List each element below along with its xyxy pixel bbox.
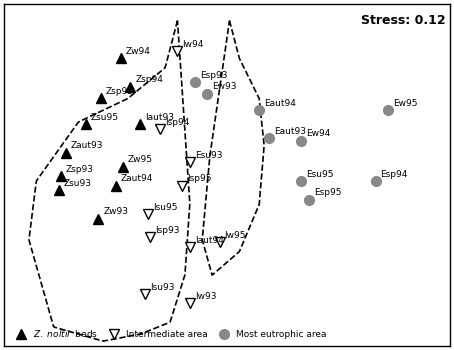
Text: Zsp93: Zsp93 (66, 165, 94, 174)
Text: Iw95: Iw95 (225, 231, 246, 240)
Text: Zw95: Zw95 (128, 155, 153, 164)
Text: Isu93: Isu93 (150, 283, 175, 292)
Text: Esp95: Esp95 (314, 188, 341, 197)
Text: Iw94: Iw94 (183, 40, 204, 49)
Legend: $\it{Z.\ noltii}$  beds, Intermediate area, Most eutrophic area: $\it{Z.\ noltii}$ beds, Intermediate are… (9, 325, 330, 343)
Text: Iw93: Iw93 (195, 292, 216, 301)
Text: Zw93: Zw93 (103, 207, 128, 216)
Text: Ew94: Ew94 (306, 130, 331, 139)
Text: Isp93: Isp93 (155, 226, 180, 235)
Text: Iaut93: Iaut93 (145, 113, 174, 122)
Text: Isp94: Isp94 (165, 118, 189, 127)
Text: Iaut94: Iaut94 (195, 236, 224, 245)
Text: Eaut94: Eaut94 (264, 99, 296, 108)
Text: Isu95: Isu95 (153, 203, 177, 211)
Text: Ew95: Ew95 (393, 99, 417, 108)
Text: Ew93: Ew93 (212, 82, 237, 91)
Text: Esu93: Esu93 (195, 151, 222, 160)
Text: Zw94: Zw94 (125, 47, 150, 56)
Text: Stress: 0.12: Stress: 0.12 (361, 14, 445, 27)
Text: Esu95: Esu95 (306, 169, 334, 178)
Text: Zaut93: Zaut93 (71, 141, 104, 150)
Text: Eaut93: Eaut93 (274, 127, 306, 136)
Text: Zsp95: Zsp95 (106, 87, 133, 96)
Text: Zsp94: Zsp94 (135, 75, 163, 84)
Text: Esp94: Esp94 (380, 169, 408, 178)
Text: Zsu95: Zsu95 (91, 113, 119, 122)
Text: Zsu93: Zsu93 (64, 179, 92, 188)
Text: Zaut94: Zaut94 (120, 174, 153, 183)
Text: Esp93: Esp93 (200, 71, 227, 79)
Text: Isp95: Isp95 (188, 174, 212, 183)
